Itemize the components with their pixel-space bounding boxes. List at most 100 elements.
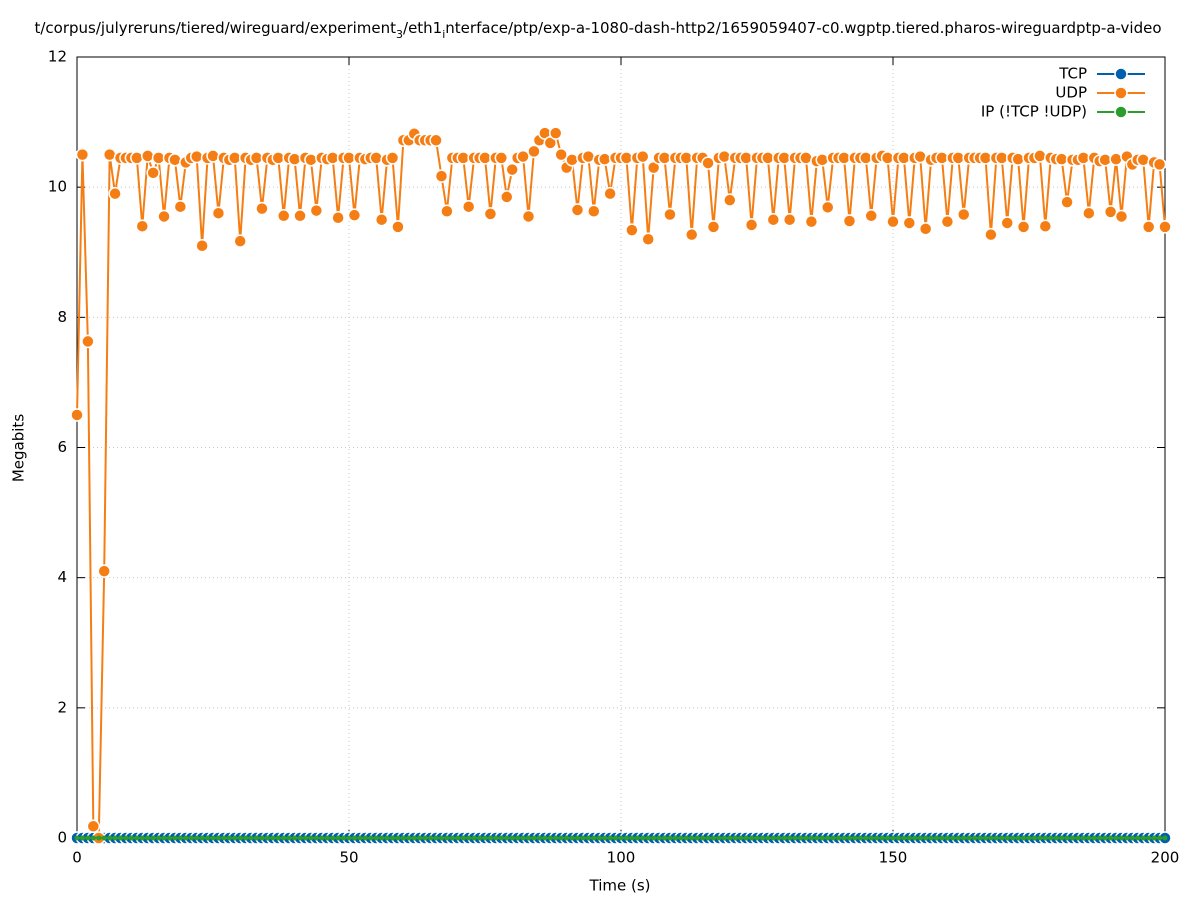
data-point [302, 835, 308, 841]
data-point [585, 835, 591, 841]
data-point [1059, 835, 1065, 841]
data-point [150, 835, 156, 841]
title-subscript: i [442, 28, 445, 41]
data-point [297, 835, 303, 841]
data-point [553, 835, 559, 841]
data-point [128, 835, 134, 841]
data-point [803, 835, 809, 841]
data-point [1070, 835, 1076, 841]
data-point [988, 835, 994, 841]
data-point [205, 835, 211, 841]
x-tick-label: 150 [879, 849, 908, 867]
data-point [841, 835, 847, 841]
data-point [820, 200, 835, 215]
data-point [842, 214, 857, 228]
data-point [351, 835, 357, 841]
data-point [618, 835, 624, 841]
data-point [1082, 206, 1096, 220]
data-point [1158, 220, 1172, 234]
chart-title: t/corpus/julyreruns/tiered/wireguard/exp… [34, 19, 1161, 41]
data-point [1141, 220, 1156, 234]
data-point [645, 835, 651, 841]
data-point [243, 835, 249, 841]
data-point [1000, 216, 1014, 230]
data-point [248, 835, 254, 841]
data-point [1031, 835, 1037, 841]
data-point [928, 835, 934, 841]
data-point [956, 207, 971, 222]
data-point [1053, 835, 1059, 841]
data-point [565, 153, 579, 167]
data-point [1086, 835, 1092, 841]
data-point [966, 835, 972, 841]
data-point [292, 835, 298, 841]
data-point [173, 199, 188, 214]
data-point [139, 835, 145, 841]
data-point [918, 222, 933, 236]
data-point [569, 835, 575, 841]
data-point [766, 212, 781, 227]
data-point [406, 835, 412, 841]
data-point [384, 835, 390, 841]
data-point [308, 835, 314, 841]
data-point [527, 144, 541, 159]
data-point [101, 835, 107, 841]
data-point [874, 835, 880, 841]
data-point [999, 835, 1005, 841]
data-point [255, 201, 269, 216]
data-point [1060, 195, 1074, 209]
y-axis-label: Megabits [10, 414, 28, 482]
data-point [770, 835, 776, 841]
data-point [369, 151, 383, 165]
data-point [482, 835, 488, 841]
data-point [500, 190, 514, 204]
data-point [516, 149, 530, 164]
data-point [346, 835, 352, 841]
legend-marker [1114, 86, 1128, 100]
data-point [304, 153, 318, 167]
data-point [97, 564, 111, 578]
data-point [135, 219, 150, 233]
y-tick-label: 2 [57, 698, 67, 716]
data-point [672, 835, 678, 841]
y-tick-label: 6 [57, 438, 67, 456]
data-point [520, 835, 526, 841]
data-point [857, 835, 863, 841]
data-point [309, 203, 324, 218]
data-point [1113, 835, 1119, 841]
data-point [819, 835, 825, 841]
data-point [1124, 835, 1130, 841]
data-point [422, 835, 428, 841]
data-point [625, 223, 639, 237]
data-point [1037, 835, 1043, 841]
data-point [641, 232, 655, 246]
data-point [1048, 835, 1054, 841]
data-point [663, 207, 677, 222]
data-point [1129, 835, 1135, 841]
data-point [275, 835, 281, 841]
data-point [395, 835, 401, 841]
data-point [836, 835, 842, 841]
data-point [864, 209, 878, 223]
data-point [134, 835, 140, 841]
data-point [940, 214, 955, 229]
y-tick-label: 0 [57, 829, 67, 847]
data-point [814, 835, 820, 841]
data-point [400, 835, 406, 841]
data-point [634, 835, 640, 841]
data-point [1102, 835, 1108, 841]
data-point [1114, 209, 1129, 224]
data-point [123, 835, 129, 841]
data-point [912, 835, 918, 841]
data-point [804, 214, 819, 229]
data-point [75, 147, 90, 162]
data-point [85, 835, 91, 841]
data-point [232, 835, 238, 841]
data-point [221, 835, 227, 841]
data-point [939, 835, 945, 841]
data-point [1075, 835, 1081, 841]
data-point [172, 835, 178, 841]
data-point [494, 151, 509, 165]
data-point [977, 835, 983, 841]
data-point [961, 835, 967, 841]
